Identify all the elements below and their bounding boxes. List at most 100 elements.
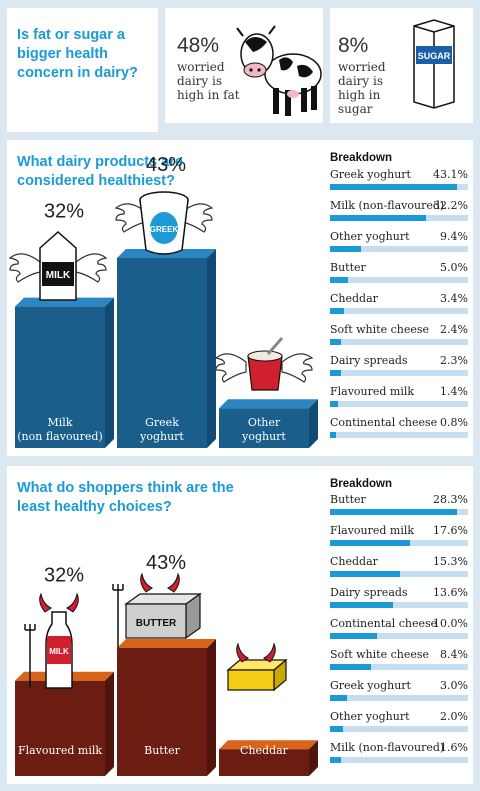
- devil-horns-icon: [236, 642, 276, 663]
- sugar-stat-panel: 8% worried dairy is high in sugar SUGAR: [330, 8, 473, 123]
- healthiest-breakdown-value: 32.2%: [433, 199, 468, 212]
- healthiest-breakdown-bar: [330, 184, 457, 190]
- least-healthy-breakdown-bar-track: [330, 757, 468, 763]
- least-healthy-breakdown-row-greek-yoghurt: Greek yoghurt 3.0%: [330, 677, 468, 708]
- healthiest-breakdown-label: Dairy spreads: [330, 354, 408, 367]
- least-healthy-breakdown-bar-track: [330, 664, 468, 670]
- healthiest-category-label: (non flavoured): [17, 430, 103, 443]
- healthiest-breakdown-bar: [330, 339, 341, 345]
- least-healthy-breakdown-label: Continental cheese: [330, 617, 438, 630]
- least-healthy-breakdown-label: Other yoghurt: [330, 710, 410, 723]
- butter-icon: BUTTER: [124, 592, 202, 640]
- fat-percent: 48%: [177, 34, 220, 57]
- pitchfork-icon: [24, 624, 36, 688]
- least-healthy-breakdown-bar: [330, 633, 378, 639]
- healthiest-breakdown-bar: [330, 401, 338, 407]
- healthiest-breakdown-label: Soft white cheese: [330, 323, 430, 336]
- question-panel: Is fat or sugar a bigger health concern …: [7, 8, 158, 132]
- least-healthy-breakdown-bar: [330, 571, 401, 577]
- healthiest-breakdown-bar: [330, 370, 341, 376]
- healthiest-breakdown-bar: [330, 246, 361, 252]
- least-healthy-breakdown-title: Breakdown: [330, 478, 392, 490]
- least-healthy-breakdown-value: 8.4%: [440, 648, 468, 661]
- healthiest-breakdown-row-flavoured-milk: Flavoured milk 1.4%: [330, 383, 468, 414]
- least-healthy-breakdown-value: 13.6%: [433, 586, 468, 599]
- least-healthy-breakdown-label: Butter: [330, 493, 366, 506]
- devil-horns-icon: [39, 592, 79, 613]
- devil-horns-icon: [140, 572, 180, 593]
- wings-icon: [214, 353, 314, 383]
- healthiest-breakdown-value: 2.4%: [440, 323, 468, 336]
- healthiest-breakdown-bar-track: [330, 184, 468, 190]
- cow-icon: [236, 25, 322, 116]
- healthiest-breakdown-label: Greek yoghurt: [330, 168, 411, 181]
- least-healthy-breakdown-bar: [330, 757, 341, 763]
- healthiest-chart: 32%Milk(non flavoured)43%Greekyoghurt9%O…: [8, 154, 318, 448]
- least-healthy-breakdown-bar-track: [330, 695, 468, 701]
- healthiest-breakdown-row-continental-cheese: Continental cheese 0.8%: [330, 414, 468, 445]
- least-healthy-breakdown-row-other-yoghurt: Other yoghurt 2.0%: [330, 708, 468, 739]
- least-healthy-breakdown-row-cheddar: Cheddar 15.3%: [330, 553, 468, 584]
- healthiest-breakdown-row-dairy-spreads: Dairy spreads 2.3%: [330, 352, 468, 383]
- healthiest-breakdown-row-soft-white-cheese: Soft white cheese 2.4%: [330, 321, 468, 352]
- least-healthy-breakdown-label: Dairy spreads: [330, 586, 408, 599]
- wings-icon: [114, 203, 214, 233]
- healthiest-bar-other-yoghurt: [219, 399, 318, 448]
- healthiest-breakdown-bar: [330, 215, 426, 221]
- healthiest-breakdown-bar-track: [330, 401, 468, 407]
- least-healthy-breakdown-label: Flavoured milk: [330, 524, 415, 537]
- healthiest-breakdown-label: Butter: [330, 261, 366, 274]
- least-healthy-breakdown-value: 15.3%: [433, 555, 468, 568]
- least-healthy-category-label: Flavoured milk: [18, 744, 102, 757]
- greek-yoghurt-icon: GREEK: [139, 191, 189, 255]
- healthiest-breakdown-bar-track: [330, 215, 468, 221]
- healthiest-breakdown-row-butter: Butter 5.0%: [330, 259, 468, 290]
- sugar-percent: 8%: [338, 34, 369, 57]
- healthiest-breakdown-label: Continental cheese: [330, 416, 438, 429]
- least-healthy-chart: 32%Flavoured milk43%Butter9%CheddarMILKB…: [15, 552, 318, 776]
- least-healthy-breakdown-value: 10.0%: [433, 617, 468, 630]
- sugar-text: worried dairy is high in sugar: [338, 60, 386, 116]
- least-healthy-breakdown-label: Cheddar: [330, 555, 378, 568]
- milk-carton-label: MILK: [46, 270, 71, 281]
- healthiest-category-label: Other: [248, 416, 281, 429]
- healthiest-category-label: yoghurt: [139, 430, 184, 443]
- healthiest-breakdown-value: 5.0%: [440, 261, 468, 274]
- least-healthy-breakdown-bar-track: [330, 602, 468, 608]
- healthiest-breakdown-bar: [330, 432, 337, 438]
- least-healthy-question: What do shoppers think are the least hea…: [17, 480, 234, 515]
- least-healthy-breakdown-row-milk-non-flavoured: Milk (non-flavoured) 1.6%: [330, 739, 468, 770]
- least-healthy-breakdown-label: Soft white cheese: [330, 648, 430, 661]
- butter-label: BUTTER: [136, 618, 177, 629]
- healthiest-breakdown-bar-track: [330, 339, 468, 345]
- least-healthy-breakdown-bar: [330, 664, 371, 670]
- least-healthy-breakdown-value: 28.3%: [433, 493, 468, 506]
- healthiest-bar-greek-yoghurt: [117, 249, 216, 448]
- healthiest-breakdown-label: Cheddar: [330, 292, 378, 305]
- healthiest-breakdown-bar-track: [330, 277, 468, 283]
- least-healthy-breakdown-value: 3.0%: [440, 679, 468, 692]
- least-healthy-breakdown-row-butter: Butter 28.3%: [330, 491, 468, 522]
- healthiest-value-label: 43%: [146, 154, 186, 176]
- healthiest-breakdown-bar-track: [330, 246, 468, 252]
- least-healthy-breakdown-bar: [330, 726, 343, 732]
- healthiest-breakdown-bar: [330, 277, 349, 283]
- sugar-pack-icon: SUGAR: [413, 19, 455, 109]
- healthiest-breakdown-bar: [330, 308, 344, 314]
- fat-text: worried dairy is high in fat: [177, 60, 240, 102]
- least-healthy-breakdown-bar: [330, 695, 348, 701]
- fat-sugar-question: Is fat or sugar a bigger health concern …: [17, 27, 138, 81]
- least-healthy-bar-flavoured-milk: [15, 671, 114, 776]
- least-healthy-breakdown-bar: [330, 509, 457, 515]
- least-healthy-breakdown-value: 2.0%: [440, 710, 468, 723]
- least-healthy-breakdown-value: 1.6%: [440, 741, 468, 754]
- healthiest-category-label: Milk: [48, 416, 73, 429]
- least-healthy-breakdown-bar: [330, 540, 411, 546]
- least-healthy-breakdown-row-dairy-spreads: Dairy spreads 13.6%: [330, 584, 468, 615]
- sugar-pack-label: SUGAR: [418, 51, 451, 61]
- least-healthy-breakdown-bar-track: [330, 571, 468, 577]
- healthiest-question: What dairy products are considered healt…: [17, 154, 183, 189]
- healthiest-breakdown-value: 43.1%: [433, 168, 468, 181]
- least-healthy-breakdown-bar-track: [330, 540, 468, 546]
- least-healthy-bar-cheddar: [219, 740, 318, 776]
